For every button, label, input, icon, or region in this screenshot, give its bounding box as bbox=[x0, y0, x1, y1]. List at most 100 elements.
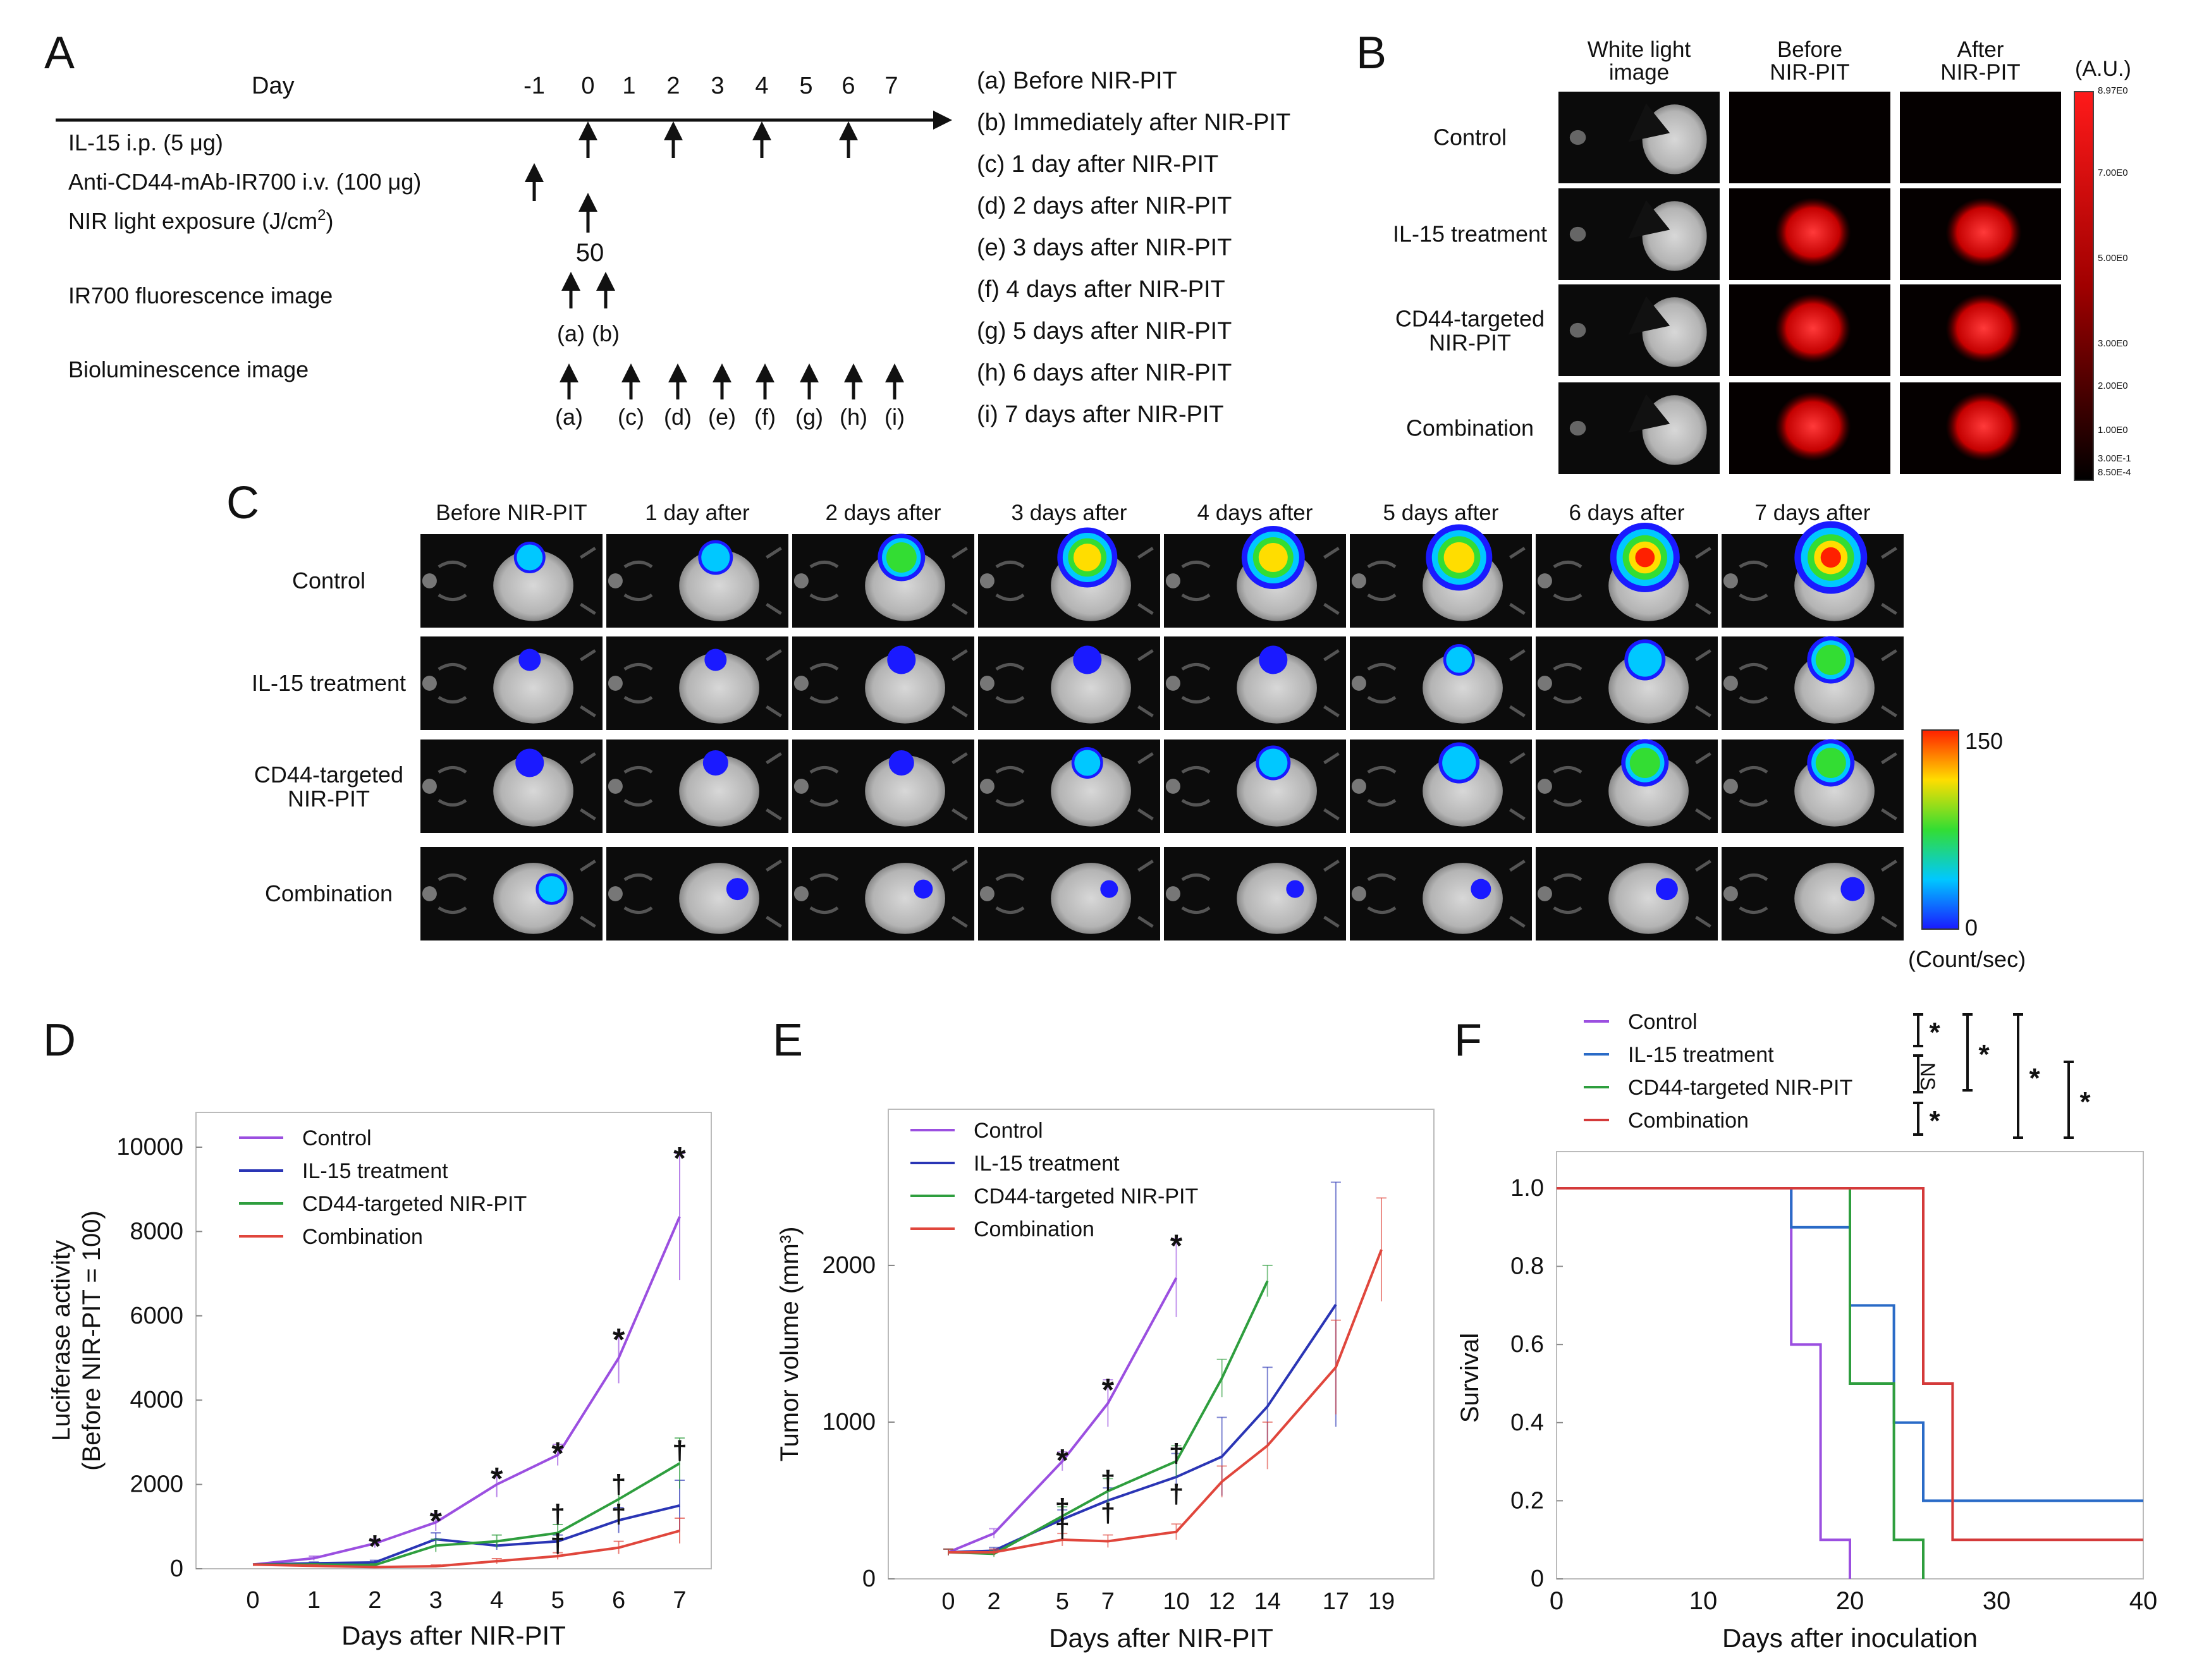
signal-ring bbox=[1635, 547, 1655, 568]
x-tick-label: 0 bbox=[1550, 1587, 1564, 1615]
x-tick-label: 0 bbox=[941, 1588, 955, 1615]
bioluminescence-image bbox=[1164, 526, 1346, 628]
mouse-limbs bbox=[438, 752, 596, 820]
bracket-label: NS bbox=[1916, 1062, 1939, 1090]
signal-ring bbox=[1442, 746, 1476, 780]
signal-ring bbox=[702, 750, 728, 776]
x-tick-label: 17 bbox=[1323, 1588, 1349, 1615]
mouse-head bbox=[979, 779, 995, 794]
signal-ring bbox=[1629, 748, 1660, 778]
mouse-head bbox=[1165, 573, 1180, 588]
tumor-arrow bbox=[1628, 200, 1670, 239]
signal-ring bbox=[1655, 878, 1678, 901]
mouse-head bbox=[1165, 676, 1180, 691]
timeline-legend-item: (e) 3 days after NIR-PIT bbox=[977, 234, 1232, 261]
biolum-label: (d) bbox=[664, 404, 692, 430]
mouse-body bbox=[1051, 652, 1131, 724]
mouse-limbs bbox=[995, 752, 1154, 820]
b-column-header: Before bbox=[1777, 37, 1842, 62]
bioluminescence-image bbox=[1536, 636, 1718, 730]
y-tick-label: 2000 bbox=[822, 1252, 876, 1279]
significance-mark: * bbox=[613, 1322, 625, 1357]
timeline-legend-item: (c) 1 day after NIR-PIT bbox=[977, 151, 1218, 178]
signal-ring bbox=[1815, 645, 1846, 675]
y-axis-label: Tumor volume (mm³) bbox=[776, 1227, 804, 1462]
c-column-header: 6 days after bbox=[1569, 501, 1685, 525]
legend-label: Control bbox=[302, 1126, 372, 1150]
tumor-arrow bbox=[1628, 394, 1670, 433]
after-nir-pit-image bbox=[1900, 188, 2061, 280]
y-tick-label: 1000 bbox=[822, 1409, 876, 1435]
legend-label: CD44-targeted NIR-PIT bbox=[974, 1184, 1198, 1208]
mouse-limbs bbox=[1181, 649, 1340, 717]
biolum-label: (i) bbox=[884, 404, 905, 430]
mouse-head bbox=[1351, 676, 1366, 691]
before-nir-pit-image bbox=[1729, 284, 1890, 376]
survival-curve bbox=[1557, 1187, 1925, 1579]
row-il15: IL-15 i.p. (5 μg) bbox=[68, 130, 223, 155]
mouse-body bbox=[679, 652, 759, 724]
signal-ring bbox=[1446, 647, 1472, 673]
mouse-limbs bbox=[1553, 752, 1711, 820]
mouse-head bbox=[422, 676, 437, 691]
c-row-label: CD44-targeted bbox=[254, 762, 403, 788]
bioluminescence-image bbox=[978, 740, 1160, 833]
legend-label: CD44-targeted NIR-PIT bbox=[302, 1192, 527, 1216]
x-tick-label: 5 bbox=[551, 1587, 565, 1614]
mouse-limbs bbox=[1553, 547, 1711, 615]
bioluminescence-image bbox=[420, 636, 603, 730]
mouse-limbs bbox=[809, 547, 968, 615]
significance-mark: † bbox=[1055, 1514, 1070, 1543]
day-tick: 4 bbox=[755, 73, 768, 99]
timeline-legend-item: (i) 7 days after NIR-PIT bbox=[977, 401, 1224, 428]
timeline-legend-item: (f) 4 days after NIR-PIT bbox=[977, 276, 1225, 303]
signal-ring bbox=[518, 648, 541, 671]
tumor-arrow bbox=[1628, 296, 1670, 335]
series-line bbox=[252, 1530, 680, 1569]
significance-mark: † bbox=[1101, 1465, 1115, 1495]
x-tick-label: 5 bbox=[1056, 1588, 1069, 1615]
bioluminescence-image bbox=[792, 847, 974, 940]
mouse-head bbox=[1165, 779, 1180, 794]
panel-f-letter: F bbox=[1454, 1015, 1482, 1066]
c-row-label: Control bbox=[292, 568, 365, 593]
fluorescence-signal bbox=[1775, 293, 1851, 363]
after-nir-pit-image bbox=[1900, 92, 2061, 183]
significance-mark: * bbox=[1170, 1228, 1183, 1263]
b-row-label: IL-15 treatment bbox=[1393, 221, 1547, 247]
bioluminescence-image bbox=[1164, 847, 1346, 940]
bracket-label: * bbox=[2029, 1063, 2040, 1094]
mouse-body bbox=[493, 652, 573, 724]
timeline-legend-item: (b) Immediately after NIR-PIT bbox=[977, 109, 1290, 136]
row-nir-light: NIR light exposure (J/cm2) bbox=[68, 207, 333, 234]
fluorescence-signal bbox=[1945, 197, 2022, 267]
bioluminescence-image bbox=[1536, 847, 1718, 940]
series-line bbox=[253, 1462, 681, 1566]
signal-ring bbox=[701, 543, 730, 572]
significance-mark: † bbox=[550, 1528, 565, 1558]
mouse-body bbox=[1642, 297, 1707, 367]
mouse-limbs bbox=[438, 649, 596, 717]
bioluminescence-image bbox=[1164, 740, 1346, 833]
c-colorbar bbox=[1921, 729, 1959, 930]
series-line bbox=[948, 1249, 1383, 1554]
bioluminescence-image bbox=[1350, 524, 1532, 628]
y-tick-label: 0.4 bbox=[1510, 1409, 1544, 1436]
mouse-limbs bbox=[809, 649, 968, 717]
y-axis-label: (Before NIR-PIT = 100) bbox=[78, 1210, 106, 1471]
y-tick-label: 0.6 bbox=[1510, 1331, 1544, 1358]
mouse-head bbox=[422, 573, 437, 588]
white-light-image bbox=[1558, 284, 1720, 376]
y-tick-label: 0 bbox=[170, 1555, 183, 1582]
mouse-body bbox=[1237, 863, 1317, 934]
x-tick-label: 20 bbox=[1836, 1587, 1864, 1615]
b-colorbar-tick: 3.00E-1 bbox=[2098, 453, 2131, 464]
row-antibody: Anti-CD44-mAb-IR700 i.v. (100 μg) bbox=[68, 169, 421, 195]
day-tick: 3 bbox=[711, 73, 724, 99]
legend-label: IL-15 treatment bbox=[1628, 1043, 1774, 1067]
c-column-header: Before NIR-PIT bbox=[436, 501, 587, 525]
mouse-limbs bbox=[1181, 752, 1340, 820]
white-light-image bbox=[1558, 188, 1720, 280]
mouse-limbs bbox=[1553, 649, 1711, 717]
b-column-header: After bbox=[1957, 37, 2004, 62]
